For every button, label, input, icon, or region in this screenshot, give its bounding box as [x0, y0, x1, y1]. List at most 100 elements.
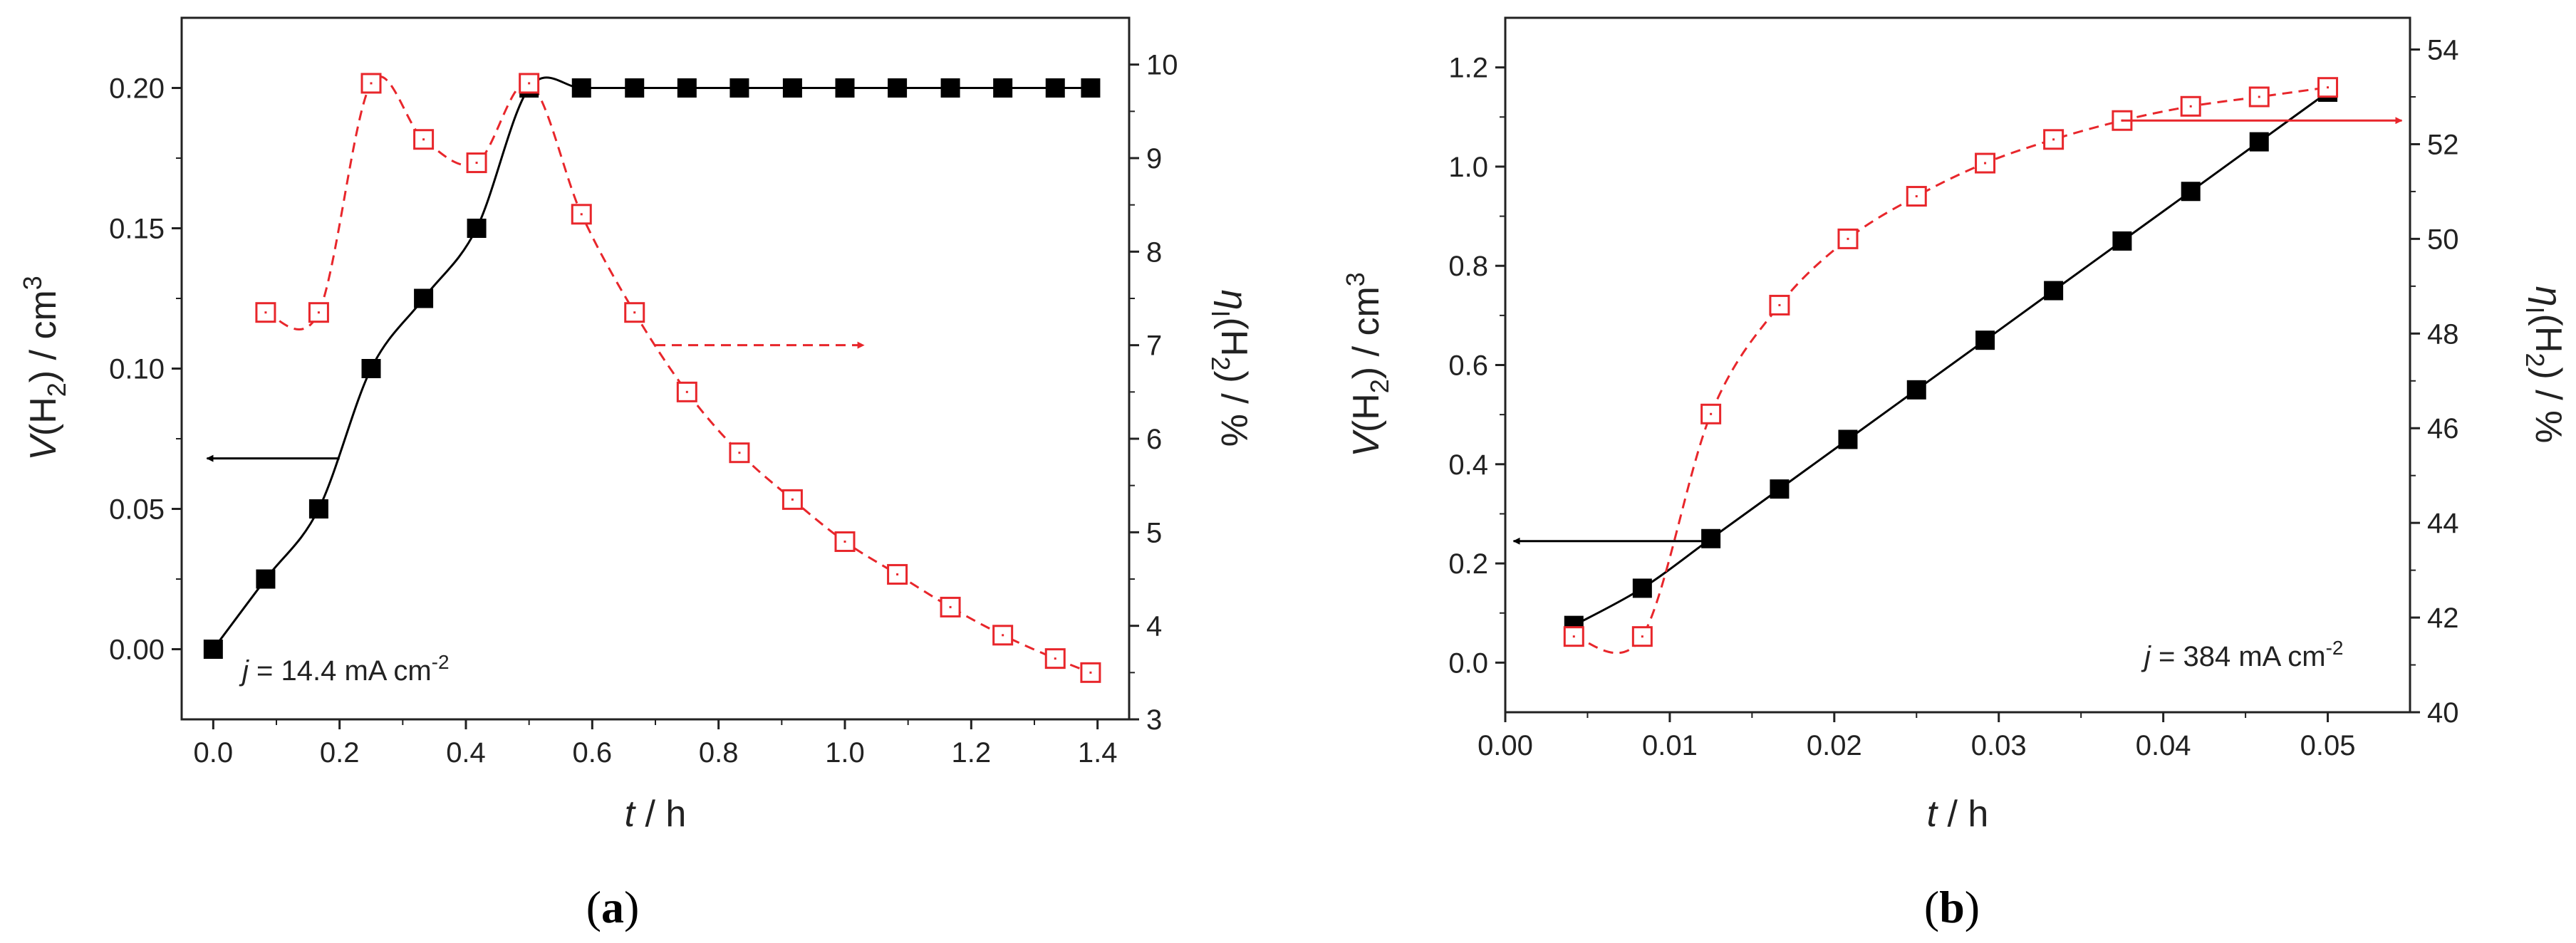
data-point-volume	[729, 78, 749, 98]
data-point-volume	[203, 640, 223, 659]
data-point-center-dot	[2258, 95, 2260, 98]
x-axis-title-b: t / h	[1927, 793, 1989, 835]
y-tick-label-left: 0.20	[109, 73, 165, 105]
series-line-efficiency	[265, 75, 1091, 674]
y-tick-label-right: 5	[1146, 517, 1162, 548]
x-tick-label: 0.4	[446, 737, 486, 769]
data-point-center-dot	[317, 311, 320, 314]
x-tick-label: 0.01	[1642, 730, 1698, 761]
x-tick-label: 0.2	[320, 737, 360, 769]
y-axis-title-right-a: ηI(H2) / %	[1206, 290, 1255, 447]
y-axis-title-left-a: V(H2) / cm3	[18, 276, 71, 461]
data-point-efficiency	[1044, 648, 1066, 670]
x-tick-label: 1.4	[1078, 737, 1118, 769]
panel-label-b: (b)	[1924, 882, 1980, 932]
series-line-volume	[212, 76, 1091, 650]
data-point-volume	[1770, 479, 1790, 499]
y-tick-label-left: 0.8	[1448, 251, 1488, 282]
data-point-volume	[308, 499, 328, 519]
y-tick-label-left: 0.00	[109, 635, 165, 666]
y-tick-label-right: 42	[2427, 603, 2459, 634]
data-point-volume	[940, 78, 960, 98]
data-point-center-dot	[791, 498, 794, 501]
series-line-volume	[1573, 91, 2329, 627]
y-tick-label-right: 10	[1146, 50, 1178, 81]
y-tick-label-right: 8	[1146, 236, 1162, 268]
data-point-efficiency	[571, 204, 592, 225]
y-tick-label-right: 50	[2427, 224, 2459, 255]
data-point-center-dot	[1984, 162, 1987, 165]
data-point-volume	[2249, 132, 2269, 152]
data-point-efficiency	[2317, 77, 2339, 98]
data-point-efficiency	[1769, 294, 1790, 316]
data-point-efficiency	[1080, 662, 1101, 683]
data-point-volume	[361, 359, 381, 378]
x-tick-label: 1.0	[825, 737, 865, 769]
data-point-volume	[414, 288, 434, 308]
y-tick-label-left: 0.10	[109, 354, 165, 385]
x-tick-label: 0.04	[2136, 730, 2191, 761]
data-point-efficiency	[466, 152, 487, 174]
x-tick-label: 0.05	[2300, 730, 2356, 761]
data-point-center-dot	[370, 82, 373, 85]
y-tick-label-right: 3	[1146, 704, 1162, 736]
data-point-center-dot	[580, 213, 583, 216]
y-tick-label-right: 46	[2427, 413, 2459, 444]
plot-frame-b	[1504, 16, 2411, 714]
data-point-center-dot	[475, 162, 478, 165]
data-point-efficiency	[992, 625, 1014, 646]
data-point-volume	[1081, 78, 1101, 98]
data-point-center-dot	[2052, 138, 2055, 141]
data-point-efficiency	[2248, 86, 2270, 108]
y-axis-title-right-b: ηI(H2) / %	[2520, 286, 2569, 444]
x-tick-label: 0.00	[1477, 730, 1533, 761]
y-tick-label-left: 0.0	[1448, 647, 1488, 679]
data-point-center-dot	[2327, 86, 2330, 89]
data-point-efficiency	[834, 531, 856, 552]
y-tick-label-right: 9	[1146, 143, 1162, 174]
data-point-center-dot	[1572, 635, 1575, 638]
y-tick-label-right: 54	[2427, 35, 2459, 66]
data-point-volume	[2181, 182, 2201, 202]
data-point-center-dot	[633, 311, 636, 314]
data-point-volume	[2044, 281, 2064, 301]
y-tick-label-left: 0.6	[1448, 350, 1488, 382]
data-point-efficiency	[2180, 95, 2201, 117]
y-axis-title-left-b: V(H2) / cm3	[1341, 272, 1394, 457]
annotation-b: j = 384 mA cm-2	[2141, 637, 2343, 672]
data-point-volume	[625, 78, 645, 98]
x-tick-label: 0.8	[699, 737, 739, 769]
data-point-volume	[1632, 578, 1652, 598]
x-tick-label: 0.0	[194, 737, 234, 769]
x-tick-label: 0.03	[1971, 730, 2027, 761]
y-tick-label-right: 4	[1146, 611, 1162, 642]
data-point-center-dot	[949, 605, 952, 608]
data-point-center-dot	[1054, 657, 1056, 660]
y-tick-label-right: 40	[2427, 697, 2459, 729]
data-point-volume	[1906, 380, 1926, 400]
data-point-center-dot	[685, 390, 688, 393]
data-point-efficiency	[1700, 403, 1722, 424]
data-point-center-dot	[2189, 105, 2192, 108]
x-tick-label: 0.6	[573, 737, 613, 769]
data-point-volume	[1701, 528, 1721, 548]
y-tick-label-left: 0.4	[1448, 449, 1488, 481]
data-point-volume	[1045, 78, 1065, 98]
data-point-volume	[1975, 330, 1995, 350]
data-point-center-dot	[843, 540, 846, 543]
data-point-efficiency	[413, 129, 435, 150]
y-tick-label-left: 1.0	[1448, 152, 1488, 183]
data-point-center-dot	[1002, 634, 1004, 637]
data-point-center-dot	[1710, 412, 1713, 415]
data-point-volume	[677, 78, 697, 98]
data-point-volume	[571, 78, 591, 98]
data-point-volume	[256, 569, 276, 589]
data-point-center-dot	[896, 573, 899, 575]
x-tick-label: 0.02	[1807, 730, 1862, 761]
y-tick-label-right: 52	[2427, 129, 2459, 160]
chart-panel-a: 0.0 0.2 0.4 0.6 0.8 1.0 1.2 1.4 0.00 0.05 0.10 0.15…	[18, 16, 1255, 932]
x-axis-title-a: t / h	[625, 793, 687, 835]
data-point-center-dot	[422, 138, 425, 141]
data-point-center-dot	[528, 82, 531, 85]
